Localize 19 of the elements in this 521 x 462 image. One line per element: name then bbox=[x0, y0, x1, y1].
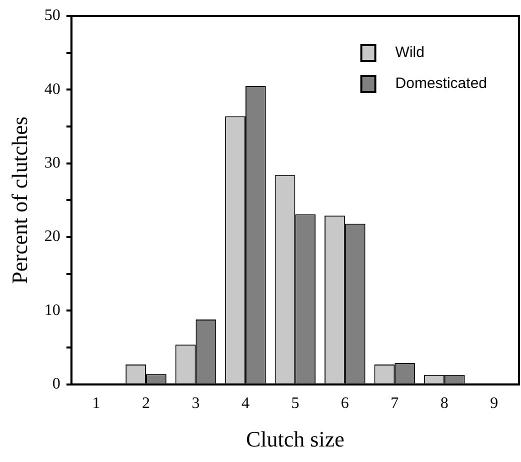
y-tick-label: 10 bbox=[44, 302, 60, 319]
x-tick-label: 2 bbox=[142, 395, 150, 412]
y-tick-label: 40 bbox=[44, 80, 60, 98]
x-tick-label: 7 bbox=[390, 395, 399, 412]
y-axis-title: Percent of clutches bbox=[6, 116, 32, 284]
legend-label: Wild bbox=[395, 44, 424, 62]
y-tick-label: 30 bbox=[44, 154, 60, 172]
x-tick-label: 6 bbox=[340, 395, 349, 412]
x-tick-label: 9 bbox=[490, 395, 498, 412]
legend-label: Domesticated bbox=[395, 75, 488, 92]
x-tick-label: 8 bbox=[440, 395, 448, 412]
x-tick-label: 1 bbox=[92, 395, 100, 412]
x-axis-title: Clutch size bbox=[246, 426, 344, 452]
y-tick-label: 20 bbox=[44, 228, 60, 246]
x-tick-label: 5 bbox=[291, 395, 300, 412]
x-tick-label: 3 bbox=[192, 395, 200, 412]
x-tick-label: 4 bbox=[241, 395, 250, 412]
y-tick-label: 0 bbox=[52, 376, 60, 393]
y-tick-label: 50 bbox=[44, 7, 60, 24]
